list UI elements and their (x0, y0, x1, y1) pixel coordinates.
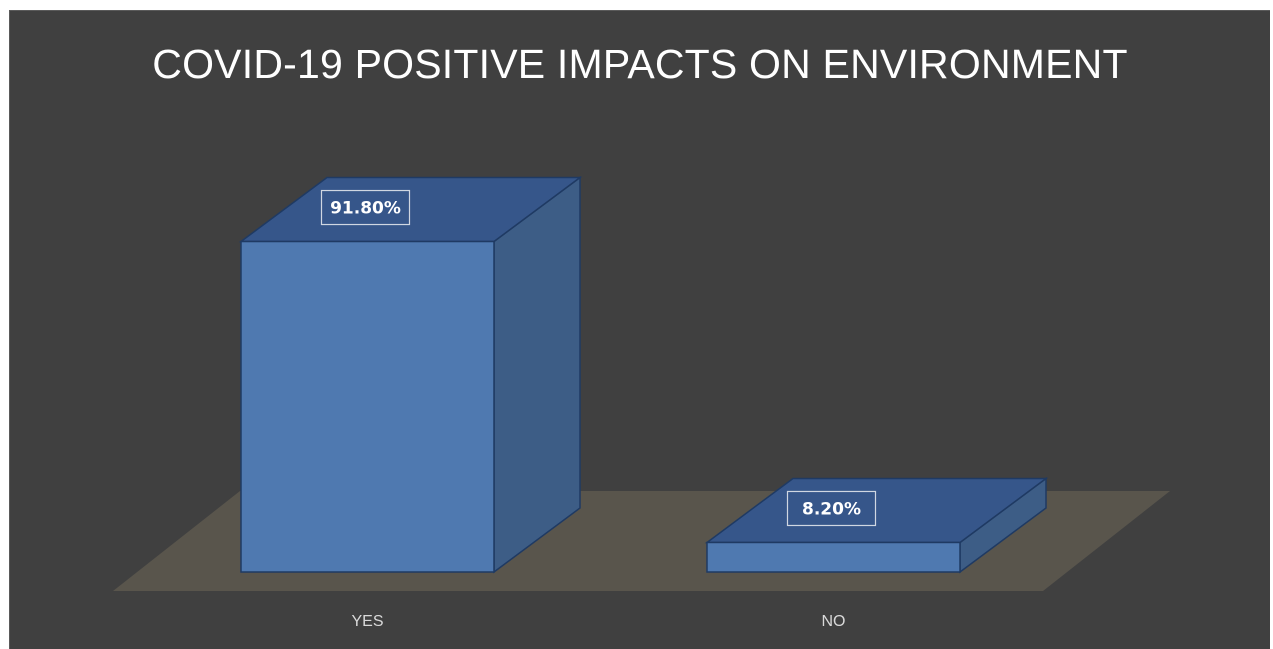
data-label-no-text: 8.20% (802, 499, 861, 519)
x-axis-tick-labels: YES NO (351, 613, 845, 630)
labels-layer: 91.80% 8.20% (320, 189, 877, 527)
data-label-yes-text: 91.80% (330, 199, 401, 219)
bar-no-front (706, 541, 961, 573)
bar-yes-front (240, 240, 495, 573)
bar-yes (238, 176, 583, 574)
chart-plot: 91.80% 8.20% YES NO (113, 176, 1170, 630)
x-tick-yes: YES (351, 613, 383, 630)
x-tick-no: NO (822, 613, 846, 630)
chart-title: COVID-19 POSITIVE IMPACTS ON ENVIRONMENT (152, 41, 1128, 87)
data-label-yes: 91.80% (320, 189, 411, 226)
data-label-yes-box (320, 189, 411, 226)
chart-area: COVID-19 POSITIVE IMPACTS ON ENVIRONMENT… (9, 10, 1270, 649)
bar-yes-side (493, 176, 581, 574)
bars-layer (238, 176, 1049, 574)
data-label-no-box (786, 490, 877, 527)
data-label-no: 8.20% (786, 490, 877, 527)
